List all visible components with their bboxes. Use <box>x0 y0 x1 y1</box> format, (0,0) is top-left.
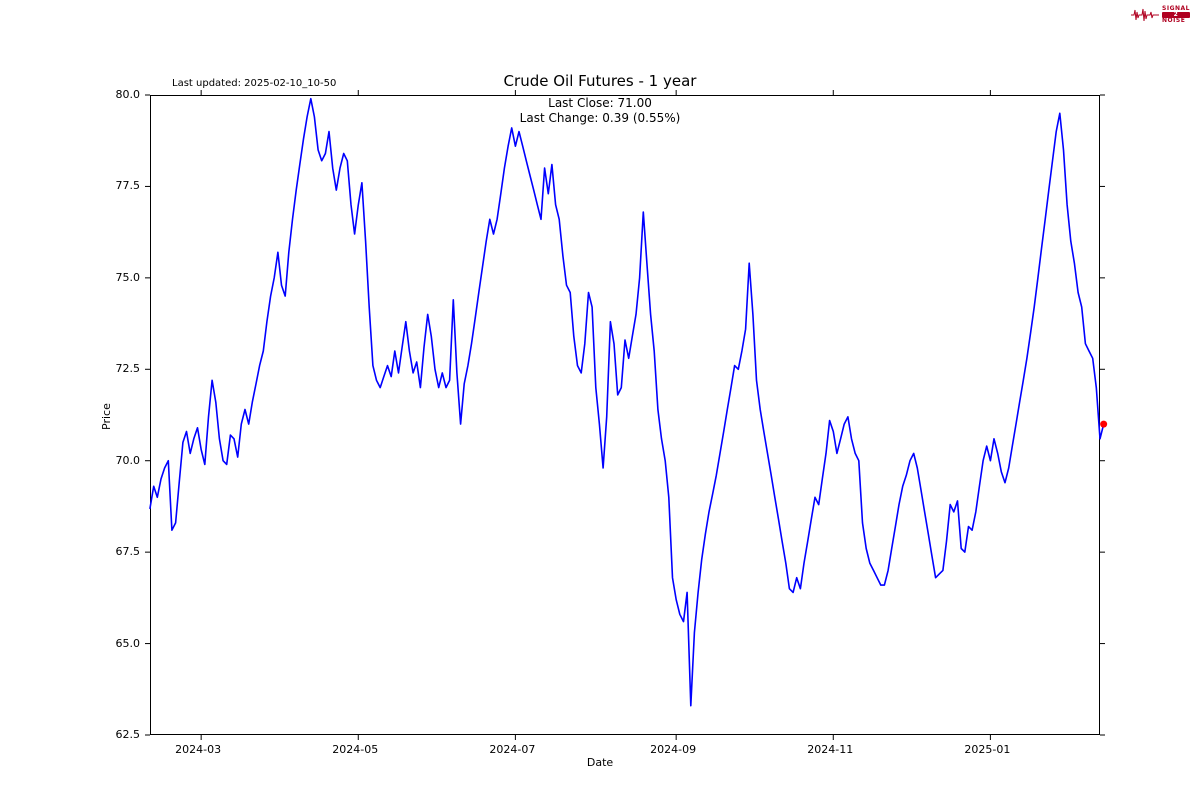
plot-svg <box>0 0 1200 800</box>
y-tick-label: 65.0 <box>116 637 141 650</box>
y-tick-label: 70.0 <box>116 454 141 467</box>
y-tick-label: 80.0 <box>116 88 141 101</box>
x-tick-label: 2024-09 <box>650 743 696 756</box>
x-tick-label: 2024-05 <box>332 743 378 756</box>
last-point-marker <box>1100 421 1107 428</box>
y-tick-label: 72.5 <box>116 362 141 375</box>
y-tick-label: 75.0 <box>116 271 141 284</box>
x-tick-label: 2024-11 <box>807 743 853 756</box>
y-tick-label: 77.5 <box>116 179 141 192</box>
price-line <box>150 99 1104 706</box>
y-tick-label: 67.5 <box>116 545 141 558</box>
figure-canvas: SIGNAL 2 NOISE Crude Oil Futures - 1 yea… <box>0 0 1200 800</box>
y-tick-label: 62.5 <box>116 728 141 741</box>
x-tick-label: 2025-01 <box>964 743 1010 756</box>
x-tick-label: 2024-03 <box>175 743 221 756</box>
x-tick-label: 2024-07 <box>489 743 535 756</box>
